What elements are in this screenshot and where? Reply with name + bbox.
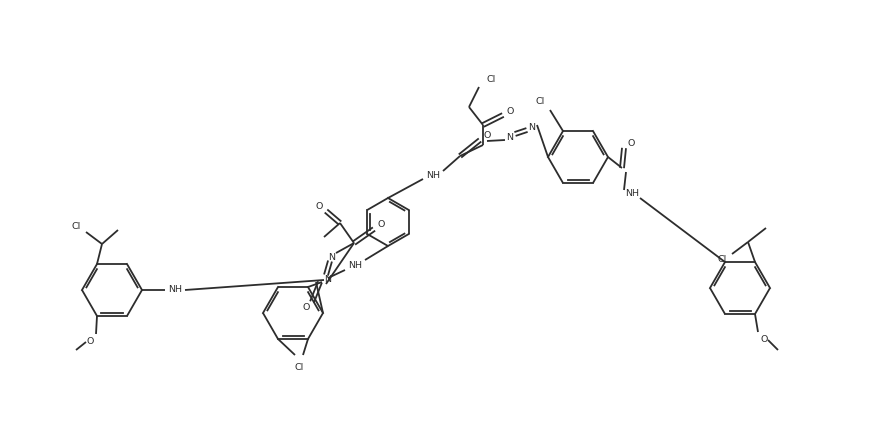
Text: N: N	[329, 252, 336, 262]
Text: O: O	[303, 303, 310, 313]
Text: O: O	[760, 335, 767, 344]
Text: Cl: Cl	[295, 362, 303, 371]
Text: NH: NH	[625, 190, 639, 198]
Text: O: O	[627, 140, 635, 149]
Text: O: O	[316, 201, 323, 211]
Text: N: N	[507, 133, 514, 142]
Text: NH: NH	[426, 170, 440, 180]
Text: NH: NH	[348, 260, 362, 269]
Text: Cl: Cl	[535, 98, 545, 106]
Text: O: O	[506, 108, 514, 116]
Text: Cl: Cl	[717, 255, 727, 263]
Text: Cl: Cl	[487, 75, 496, 84]
Text: O: O	[377, 219, 385, 228]
Text: NH: NH	[168, 286, 182, 294]
Text: N: N	[324, 275, 332, 283]
Text: O: O	[483, 130, 491, 140]
Text: O: O	[86, 337, 94, 347]
Text: N: N	[529, 123, 536, 132]
Text: Cl: Cl	[71, 222, 81, 232]
